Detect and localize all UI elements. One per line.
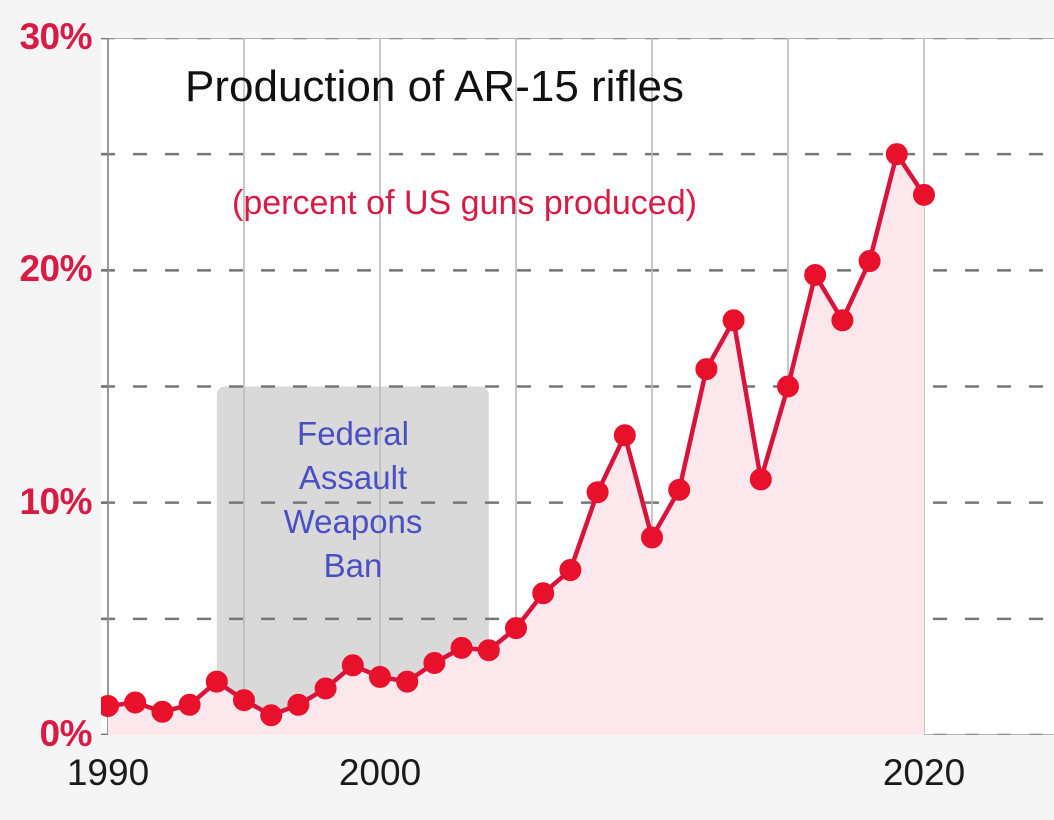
data-point-marker[interactable]: [124, 691, 147, 714]
data-point-marker[interactable]: [450, 636, 473, 659]
ban-annotation-band: [216, 386, 489, 735]
ban-annotation-label: Federal Assault Weapons Ban: [216, 412, 490, 588]
ban-label-line-3: Weapons: [283, 503, 423, 540]
x-axis-tick-label: 2000: [338, 752, 422, 793]
data-point-marker[interactable]: [831, 309, 854, 332]
data-point-marker[interactable]: [178, 693, 201, 716]
data-point-marker[interactable]: [369, 665, 391, 688]
y-axis-tick-label: 10%: [19, 480, 92, 522]
data-point-marker[interactable]: [777, 375, 799, 398]
data-point-marker[interactable]: [151, 700, 174, 723]
data-point-marker[interactable]: [804, 263, 827, 286]
data-point-marker[interactable]: [341, 654, 364, 677]
data-point-marker[interactable]: [287, 693, 310, 716]
data-point-marker[interactable]: [477, 639, 500, 662]
y-axis-tick-label: 0%: [39, 713, 93, 754]
y-axis-tick-label: 30%: [19, 16, 92, 57]
ban-label-line-1: Federal: [297, 415, 409, 452]
data-point-marker[interactable]: [613, 424, 636, 447]
ban-label-line-4: Ban: [323, 547, 383, 584]
page-title: Production of AR-15 rifles: [185, 62, 684, 111]
data-point-marker[interactable]: [722, 309, 745, 332]
data-point-marker[interactable]: [749, 468, 772, 491]
data-point-marker[interactable]: [858, 250, 881, 273]
ban-label-line-2: Assault: [298, 459, 408, 496]
chart-canvas: [101, 38, 1054, 735]
data-point-marker[interactable]: [668, 478, 691, 501]
data-point-marker[interactable]: [396, 670, 419, 693]
data-point-marker[interactable]: [233, 689, 255, 712]
data-point-marker[interactable]: [205, 670, 228, 693]
data-point-marker[interactable]: [314, 677, 337, 700]
y-axis-tick-label: 20%: [19, 248, 92, 290]
data-point-marker[interactable]: [260, 704, 283, 727]
series-area-fill: [108, 154, 924, 735]
data-point-marker[interactable]: [913, 183, 935, 206]
data-point-marker[interactable]: [505, 617, 527, 640]
data-point-marker[interactable]: [423, 651, 446, 674]
x-axis-tick-label: 1990: [66, 752, 150, 793]
chart-subtitle: (percent of US guns produced): [232, 184, 697, 222]
data-point-marker[interactable]: [885, 143, 908, 166]
data-point-marker[interactable]: [641, 526, 663, 549]
x-axis-tick-label: 2020: [882, 752, 966, 793]
data-point-marker[interactable]: [559, 559, 582, 582]
data-point-marker[interactable]: [586, 481, 609, 504]
data-point-marker[interactable]: [532, 582, 555, 605]
plot-area: [101, 38, 1054, 735]
data-point-marker[interactable]: [695, 358, 718, 381]
data-point-marker[interactable]: [101, 694, 119, 717]
